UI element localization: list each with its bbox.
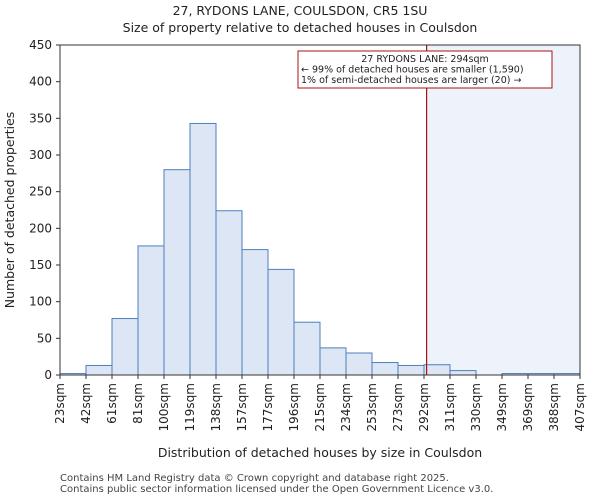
y-tick-label: 0: [44, 368, 52, 382]
y-tick-label: 100: [29, 295, 52, 309]
footer-line-1: Contains HM Land Registry data © Crown c…: [60, 473, 449, 484]
bar-157sqm: [241, 249, 269, 376]
bar-292sqm: [423, 364, 451, 376]
y-axis-label: Number of detached properties: [2, 112, 17, 309]
y-tick-label: 300: [29, 148, 52, 162]
chart-title: 27, RYDONS LANE, COULSDON, CR5 1SU: [172, 3, 428, 18]
x-tick-label: 330sqm: [469, 383, 483, 431]
bar-42sqm: [85, 364, 113, 376]
bar-81sqm: [137, 245, 165, 376]
x-tick-label: 273sqm: [391, 383, 405, 431]
x-axis-label: Distribution of detached houses by size …: [158, 445, 482, 460]
y-tick-label: 200: [29, 221, 52, 235]
bar-100sqm: [163, 169, 191, 376]
x-tick-label: 388sqm: [547, 383, 561, 431]
x-tick-label: 407sqm: [573, 383, 587, 431]
x-tick-label: 369sqm: [521, 383, 535, 431]
x-tick-label: 349sqm: [495, 383, 509, 431]
annotation-title: 27 RYDONS LANE: 294sqm: [361, 54, 489, 65]
x-tick-label: 138sqm: [209, 383, 223, 431]
x-tick-label: 119sqm: [183, 383, 197, 431]
x-tick-label: 100sqm: [157, 383, 171, 431]
x-tick-label: 196sqm: [287, 383, 301, 431]
annotation-larger: 1% of semi-detached houses are larger (2…: [301, 75, 521, 86]
footer-line-2: Contains public sector information licen…: [60, 484, 494, 495]
bar-234sqm: [345, 352, 373, 376]
bar-177sqm: [267, 268, 295, 376]
y-tick-label: 400: [29, 75, 52, 89]
x-tick-label: 253sqm: [365, 383, 379, 431]
bar-119sqm: [189, 122, 217, 376]
bar-61sqm: [111, 318, 139, 376]
annotation-box: [297, 50, 553, 89]
x-tick-label: 177sqm: [261, 383, 275, 431]
y-tick-label: 250: [29, 185, 52, 199]
bar-273sqm: [397, 364, 425, 376]
annotation-smaller: ← 99% of detached houses are smaller (1,…: [301, 65, 524, 76]
x-tick-label: 215sqm: [313, 383, 327, 431]
highlight-region: [426, 45, 580, 375]
chart-subtitle: Size of property relative to detached ho…: [122, 20, 478, 35]
x-tick-label: 61sqm: [105, 383, 119, 424]
x-tick-label: 42sqm: [79, 383, 93, 424]
bar-311sqm: [449, 370, 477, 376]
y-tick-label: 450: [29, 38, 52, 52]
x-tick-label: 234sqm: [339, 383, 353, 431]
bar-138sqm: [215, 210, 243, 376]
x-tick-label: 292sqm: [417, 383, 431, 431]
x-tick-label: 157sqm: [235, 383, 249, 431]
x-tick-label: 81sqm: [131, 383, 145, 424]
y-tick-label: 150: [29, 258, 52, 272]
bar-215sqm: [319, 347, 347, 376]
y-tick-label: 350: [29, 111, 52, 125]
bar-196sqm: [293, 321, 321, 376]
x-tick-label: 23sqm: [53, 383, 67, 424]
y-tick-label: 50: [37, 331, 52, 345]
bar-253sqm: [371, 362, 399, 376]
x-tick-label: 311sqm: [443, 383, 457, 431]
